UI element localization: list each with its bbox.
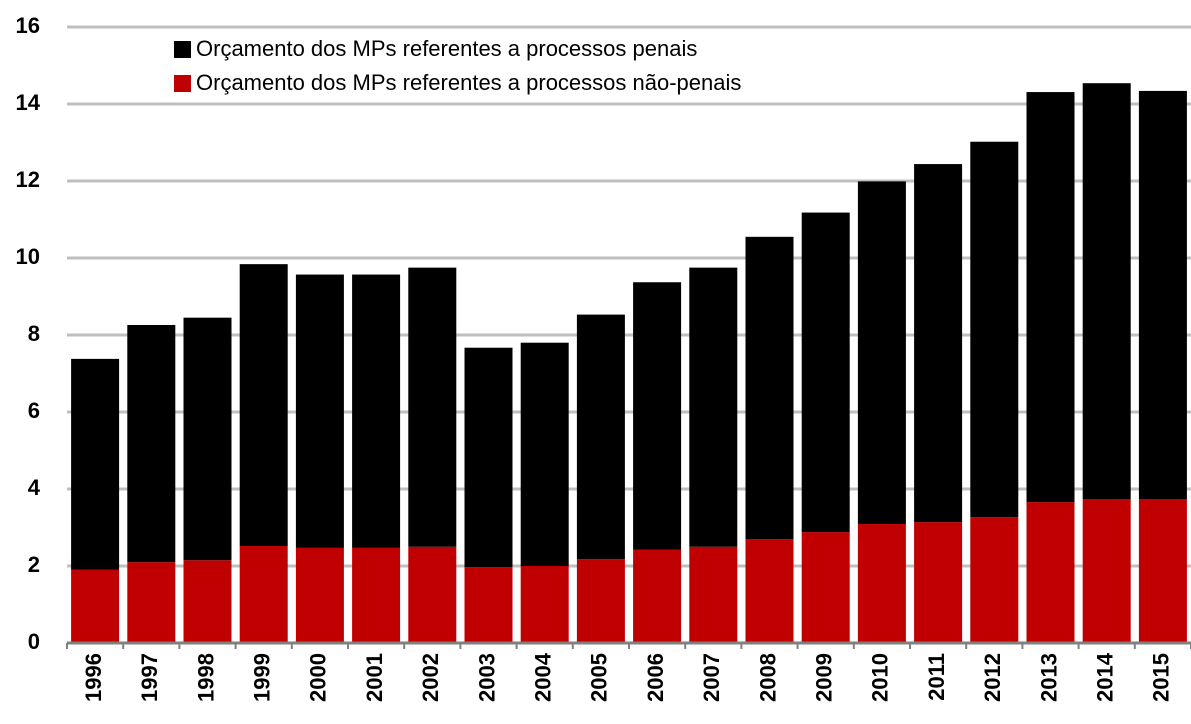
x-tick-label: 2002	[418, 653, 443, 702]
bar-segment	[183, 317, 232, 561]
legend-label: Orçamento dos MPs referentes a processos…	[196, 36, 697, 61]
x-tick-label: 2004	[531, 652, 556, 702]
x-tick-label: 1996	[81, 653, 106, 702]
x-tick-label: 2009	[812, 653, 837, 702]
x-tick-label: 2006	[643, 653, 668, 702]
bar-segment	[970, 517, 1019, 643]
legend-swatch	[174, 75, 191, 92]
bar-segment	[1026, 502, 1075, 643]
x-tick-label: 2011	[924, 653, 949, 701]
y-tick-label: 14	[16, 90, 41, 115]
bar-segment	[520, 342, 569, 566]
x-tick-label: 2008	[755, 653, 780, 702]
bar-segment	[127, 562, 176, 643]
bar-segment	[970, 141, 1019, 518]
y-tick-label: 16	[16, 13, 40, 38]
bar-segment	[745, 539, 794, 643]
x-tick-label: 2015	[1149, 653, 1174, 702]
legend-swatch	[174, 41, 191, 58]
bar-segment	[352, 274, 401, 548]
bar-segment	[127, 324, 176, 563]
bar-segment	[914, 164, 963, 523]
x-tick-label: 2012	[980, 653, 1005, 702]
x-tick-label: 1999	[250, 653, 275, 702]
bar-segment	[183, 560, 232, 643]
bar-segment	[1138, 499, 1187, 643]
bar-segment	[1026, 92, 1075, 503]
bar-segment	[239, 264, 288, 546]
bar-segment	[71, 569, 120, 643]
bar-segment	[464, 347, 513, 568]
bar-segment	[352, 547, 401, 643]
y-tick-label: 0	[28, 629, 40, 654]
y-tick-label: 6	[28, 398, 40, 423]
legend-label: Orçamento dos MPs referentes a processos…	[196, 70, 741, 95]
x-tick-label: 2001	[362, 653, 387, 702]
bar-segment	[689, 267, 738, 547]
bar-segment	[295, 547, 344, 643]
bar-segment	[857, 524, 906, 643]
bar-segment	[633, 549, 682, 643]
y-tick-label: 8	[28, 321, 40, 346]
bar-segment	[576, 314, 625, 560]
bar-segment	[801, 212, 850, 533]
bar-segment	[576, 559, 625, 643]
bar-segment	[408, 267, 457, 547]
bar-segment	[1082, 83, 1131, 500]
bar-segment	[520, 566, 569, 643]
y-tick-label: 10	[16, 244, 40, 269]
x-tick-label: 1998	[193, 653, 218, 702]
bar-segment	[464, 567, 513, 643]
bar-segment	[408, 546, 457, 643]
bar-segment	[295, 274, 344, 548]
bar-segment	[857, 181, 906, 525]
x-tick-label: 1997	[137, 653, 162, 702]
x-tick-label: 2014	[1093, 652, 1118, 702]
bar-segment	[71, 358, 120, 570]
bar-segment	[801, 532, 850, 643]
bar-segment	[745, 236, 794, 540]
x-tick-label: 2005	[587, 653, 612, 702]
y-tick-label: 12	[16, 167, 40, 192]
x-tick-label: 2003	[474, 653, 499, 702]
y-tick-label: 4	[28, 475, 41, 500]
x-tick-label: 2000	[306, 653, 331, 702]
bar-segment	[239, 545, 288, 643]
y-tick-label: 2	[28, 552, 40, 577]
bar-segment	[914, 522, 963, 643]
bar-segment	[1138, 90, 1187, 500]
x-tick-label: 2007	[699, 653, 724, 702]
bar-segment	[633, 282, 682, 550]
bar-segment	[689, 546, 738, 643]
x-tick-label: 2010	[868, 653, 893, 702]
bar-segment	[1082, 499, 1131, 643]
x-tick-label: 2013	[1036, 653, 1061, 702]
